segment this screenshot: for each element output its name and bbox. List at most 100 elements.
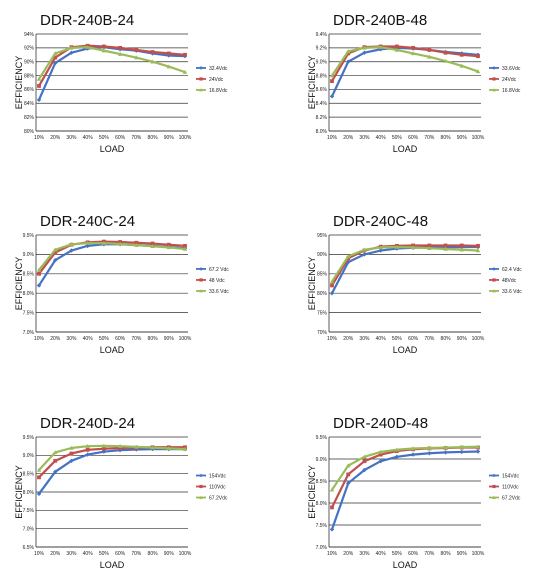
legend-marker xyxy=(199,66,203,70)
data-point xyxy=(69,242,74,247)
data-point xyxy=(378,459,383,464)
data-point xyxy=(346,254,351,259)
y-tick-label: 90% xyxy=(317,252,328,258)
legend-marker xyxy=(199,77,203,81)
y-tick-label: 86% xyxy=(24,87,35,93)
data-point xyxy=(346,472,351,477)
data-point xyxy=(362,467,367,473)
data-point xyxy=(378,44,383,49)
x-tick-label: 80% xyxy=(441,336,452,342)
legend-marker xyxy=(492,278,496,282)
y-axis-label: EFFICIENCY xyxy=(14,257,24,311)
y-tick-label: 9.0% xyxy=(316,457,328,463)
y-axis-label: EFFICIENCY xyxy=(307,56,317,110)
data-point xyxy=(410,446,416,451)
y-tick-label: 70% xyxy=(317,330,328,336)
efficiency-chart: 7.0% 7.5% 8.0% 8.5% 9.0% 9.5% 10% 20% 30% 40% 50% 6… xyxy=(14,233,229,355)
y-tick-label: 88% xyxy=(24,73,35,79)
x-tick-label: 100% xyxy=(179,336,192,342)
legend-marker xyxy=(199,278,203,282)
data-point xyxy=(459,63,464,68)
x-tick-label: 60% xyxy=(408,336,419,342)
data-point xyxy=(36,491,42,497)
x-tick-label: 20% xyxy=(50,336,61,342)
x-tick-label: 20% xyxy=(343,135,354,141)
y-tick-label: 8.8% xyxy=(316,73,328,79)
data-point xyxy=(410,245,416,250)
data-point xyxy=(362,459,367,464)
data-point xyxy=(53,247,58,252)
data-point xyxy=(443,58,448,63)
data-point xyxy=(53,450,58,455)
chart-title: DDR-240B-24 xyxy=(40,12,135,29)
x-tick-label: 40% xyxy=(83,135,94,141)
data-point xyxy=(346,463,351,468)
data-point xyxy=(182,246,188,251)
data-point xyxy=(329,291,335,296)
chart-title: DDR-240D-24 xyxy=(40,415,136,432)
legend-marker xyxy=(199,473,203,478)
data-point xyxy=(37,84,41,88)
data-point xyxy=(150,50,155,54)
legend-marker xyxy=(492,484,496,489)
data-point xyxy=(329,279,335,284)
legend-label: 32.4Vdc xyxy=(209,66,228,72)
data-point xyxy=(36,76,42,81)
x-tick-label: 50% xyxy=(392,336,403,342)
y-tick-label: 8.0% xyxy=(23,291,35,297)
data-point xyxy=(36,283,42,288)
data-point xyxy=(427,245,432,250)
y-tick-label: 9.0% xyxy=(23,252,35,258)
y-tick-label: 90% xyxy=(24,60,35,66)
y-tick-label: 9.5% xyxy=(316,435,328,441)
x-tick-label: 40% xyxy=(83,336,94,342)
x-tick-label: 10% xyxy=(34,135,45,141)
y-tick-label: 7.0% xyxy=(23,526,35,532)
x-tick-label: 50% xyxy=(99,336,110,342)
data-point xyxy=(459,449,464,455)
y-tick-label: 80% xyxy=(24,129,35,135)
legend-label: 48Vdc xyxy=(502,278,517,284)
chart-title: DDR-240D-48 xyxy=(333,415,429,432)
series-line-3 xyxy=(38,46,186,80)
legend-label: 67.2Vdc xyxy=(209,495,228,501)
x-tick-label: 10% xyxy=(327,135,338,141)
y-axis-label: EFFICIENCY xyxy=(14,465,24,519)
x-tick-label: 40% xyxy=(376,135,387,141)
legend-marker xyxy=(199,267,203,271)
data-point xyxy=(346,259,351,265)
data-point xyxy=(443,50,448,55)
x-tick-label: 50% xyxy=(99,551,110,557)
x-tick-label: 30% xyxy=(359,336,370,342)
data-point xyxy=(362,454,367,459)
x-tick-label: 80% xyxy=(441,135,452,141)
data-point xyxy=(37,271,41,276)
y-axis-label: EFFICIENCY xyxy=(14,56,24,110)
data-point xyxy=(53,51,58,56)
x-tick-label: 30% xyxy=(66,336,77,342)
x-tick-label: 20% xyxy=(343,551,354,557)
data-point xyxy=(346,481,351,486)
y-tick-label: 9.2% xyxy=(316,46,328,52)
x-tick-label: 60% xyxy=(408,551,419,557)
x-tick-label: 90% xyxy=(164,135,175,141)
data-point xyxy=(346,51,351,56)
data-point xyxy=(166,51,171,56)
series-line-3 xyxy=(331,46,479,77)
legend-label: 16.8Vdc xyxy=(209,88,228,94)
data-point xyxy=(330,79,334,84)
y-tick-label: 8.5% xyxy=(23,471,35,477)
data-point xyxy=(85,452,90,457)
data-point xyxy=(53,458,58,463)
x-tick-label: 10% xyxy=(327,336,338,342)
data-point xyxy=(378,452,383,457)
data-point xyxy=(134,240,139,245)
data-point xyxy=(362,50,367,55)
chart-panel-5: DDR-240D-48 7.0% 7.5% 8.0% 8.5% 9.0% 9.5% 10% 2… xyxy=(305,415,550,570)
data-point xyxy=(183,243,187,248)
legend-label: 33.6 Vdc xyxy=(502,289,522,295)
data-point xyxy=(394,454,400,459)
data-point xyxy=(117,448,123,453)
efficiency-chart: 8.0% 8.2% 8.4% 8.6% 8.8% 9.0% 9.2% 9.4% 10% 20% 30… xyxy=(307,32,521,154)
y-tick-label: 8.0% xyxy=(23,490,35,496)
